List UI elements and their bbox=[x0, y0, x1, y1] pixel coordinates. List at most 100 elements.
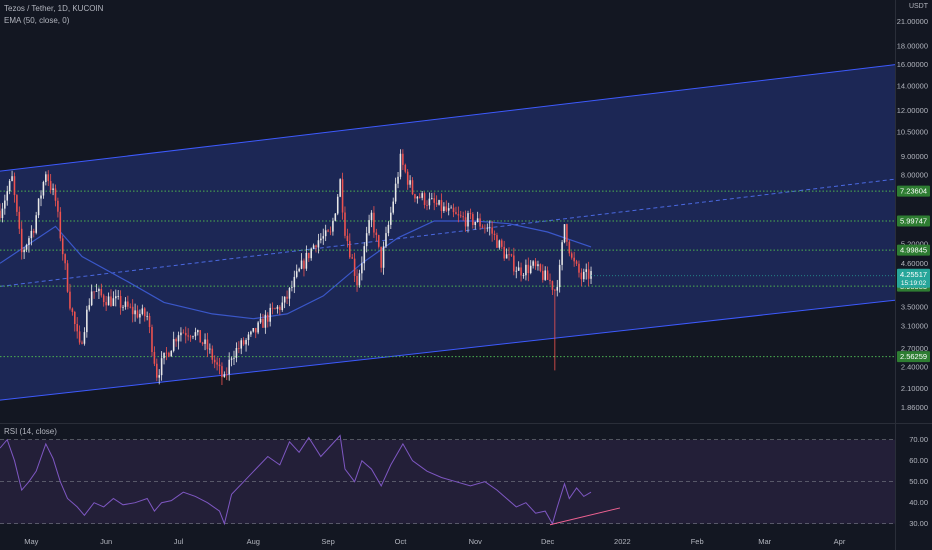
candle-body bbox=[445, 206, 448, 211]
candle-body bbox=[334, 213, 337, 221]
candle-body bbox=[488, 227, 491, 229]
last-price-countdown: 15:19:02 bbox=[901, 280, 927, 287]
candle-body bbox=[481, 226, 484, 228]
candle-body bbox=[204, 339, 206, 344]
candle-body bbox=[394, 183, 397, 202]
candle-body bbox=[554, 289, 556, 291]
x-tick-label: May bbox=[24, 537, 38, 546]
x-tick-label: Aug bbox=[247, 537, 260, 546]
candle-body bbox=[404, 164, 407, 172]
candle-body bbox=[238, 347, 240, 349]
candle-body bbox=[387, 224, 390, 234]
candle-body bbox=[18, 211, 21, 229]
candle-body bbox=[513, 255, 515, 272]
price-pane[interactable] bbox=[0, 64, 896, 401]
candle-body bbox=[402, 153, 404, 165]
candle-body bbox=[377, 235, 380, 247]
x-tick-label: Sep bbox=[321, 537, 334, 546]
candle-body bbox=[298, 268, 300, 272]
candle-body bbox=[88, 305, 91, 310]
candle-body bbox=[187, 335, 189, 337]
level-label-box bbox=[897, 215, 930, 227]
candle-body bbox=[177, 335, 180, 342]
candle-body bbox=[467, 213, 469, 227]
candle-body bbox=[107, 296, 110, 306]
rsi-tick-label: 40.00 bbox=[909, 498, 928, 507]
candle-body bbox=[416, 196, 419, 199]
x-tick-label: Dec bbox=[541, 537, 555, 546]
candle-body bbox=[71, 308, 74, 312]
candle-body bbox=[254, 327, 257, 333]
candle-body bbox=[61, 238, 64, 255]
candle-body bbox=[409, 180, 411, 185]
candle-body bbox=[508, 254, 510, 256]
candle-body bbox=[566, 224, 568, 242]
candle-body bbox=[392, 201, 395, 213]
candle-body bbox=[493, 233, 496, 236]
candle-body bbox=[537, 264, 539, 267]
candle-body bbox=[209, 348, 211, 350]
candle-body bbox=[136, 310, 139, 318]
candle-body bbox=[30, 230, 33, 239]
candle-body bbox=[583, 271, 585, 280]
candle-body bbox=[197, 330, 199, 333]
candle-body bbox=[433, 198, 436, 203]
candle-body bbox=[218, 364, 221, 367]
y-tick-label: 2.70000 bbox=[901, 344, 928, 353]
level-label-box bbox=[897, 351, 930, 363]
candle-body bbox=[213, 359, 216, 363]
candle-body bbox=[479, 218, 481, 227]
candle-body bbox=[59, 211, 62, 239]
candle-body bbox=[491, 227, 493, 234]
candle-body bbox=[225, 374, 228, 376]
channel-midline bbox=[0, 178, 896, 287]
candle-body bbox=[529, 265, 532, 274]
candle-body bbox=[317, 240, 320, 248]
candle-body bbox=[93, 291, 95, 293]
x-tick-label: Oct bbox=[395, 537, 408, 546]
candle-body bbox=[0, 210, 1, 219]
candle-body bbox=[156, 363, 158, 378]
y-tick-label: 14.00000 bbox=[897, 81, 928, 90]
candle-body bbox=[469, 213, 472, 215]
rsi-tick-label: 60.00 bbox=[909, 456, 928, 465]
candle-body bbox=[476, 218, 479, 222]
candle-body bbox=[274, 308, 276, 310]
candle-body bbox=[279, 306, 281, 310]
candle-body bbox=[110, 296, 112, 306]
candle-body bbox=[539, 264, 542, 271]
y-tick-label: 3.50000 bbox=[901, 302, 928, 311]
candle-body bbox=[484, 227, 486, 229]
candle-body bbox=[522, 275, 525, 277]
candle-body bbox=[37, 198, 40, 216]
candle-body bbox=[102, 295, 105, 303]
candle-body bbox=[322, 236, 325, 239]
candle-body bbox=[300, 260, 303, 269]
candle-body bbox=[349, 241, 351, 258]
candle-body bbox=[351, 257, 353, 259]
candle-body bbox=[281, 302, 284, 310]
candle-body bbox=[546, 270, 549, 280]
candle-body bbox=[428, 198, 431, 206]
candle-body bbox=[462, 216, 464, 218]
candle-body bbox=[228, 359, 230, 375]
candle-body bbox=[474, 221, 477, 225]
candle-body bbox=[382, 246, 385, 268]
candle-body bbox=[47, 174, 50, 182]
candle-body bbox=[276, 306, 279, 309]
candle-body bbox=[534, 261, 537, 267]
candle-body bbox=[585, 269, 587, 272]
rsi-pane[interactable] bbox=[0, 434, 895, 526]
candle-body bbox=[578, 263, 580, 273]
candle-body bbox=[271, 307, 274, 309]
level-label: 2.56259 bbox=[900, 352, 927, 361]
ema-legend: EMA (50, close, 0) bbox=[4, 16, 70, 25]
candle-body bbox=[247, 334, 250, 340]
candle-body bbox=[573, 257, 575, 262]
candle-body bbox=[221, 366, 223, 378]
candle-body bbox=[544, 270, 546, 280]
candle-body bbox=[240, 340, 243, 349]
candle-body bbox=[23, 249, 25, 253]
y-tick-label: 4.60000 bbox=[901, 259, 928, 268]
